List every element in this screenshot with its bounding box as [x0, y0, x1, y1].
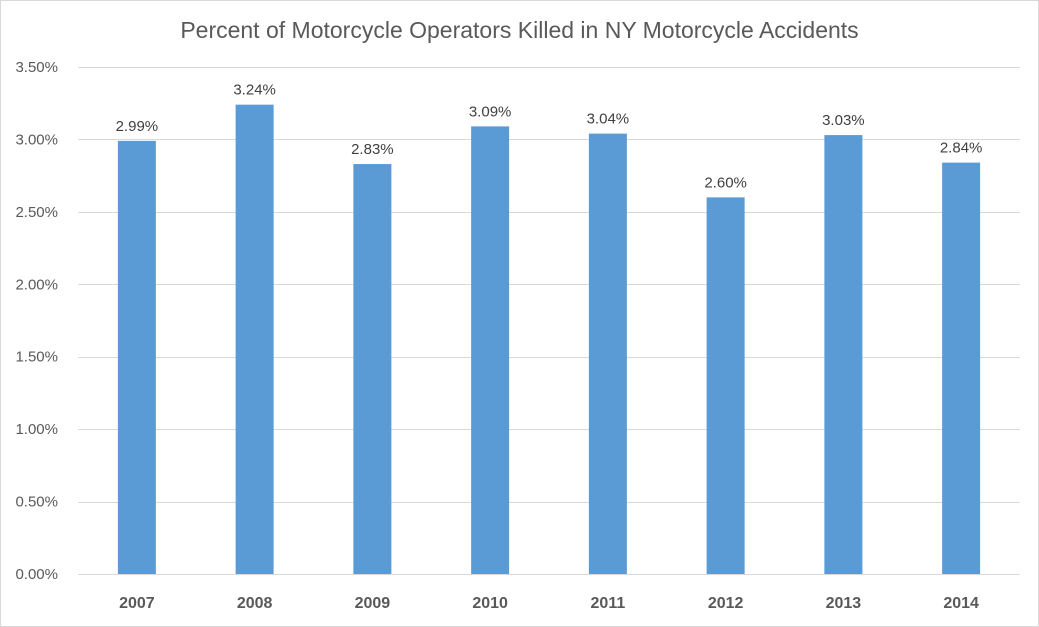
bar-2011 — [588, 133, 627, 575]
y-tick-label: 0.00% — [15, 566, 58, 583]
bar-2008 — [235, 104, 274, 575]
data-labels: 2.99% 3.24% 2.83% 3.09% 3.04% 2.60% 3.03% 2.84% — [116, 82, 983, 192]
bar-2012 — [706, 197, 745, 574]
y-tick-label: 3.00% — [15, 131, 58, 148]
data-label-2008: 3.24% — [233, 82, 276, 99]
bar-2010 — [471, 126, 510, 575]
y-tick-label: 2.50% — [15, 204, 58, 221]
data-label-2009: 2.83% — [351, 141, 394, 158]
x-category-label: 2009 — [355, 595, 391, 612]
x-category-label: 2008 — [237, 595, 273, 612]
x-category-label: 2010 — [472, 595, 508, 612]
data-label-2011: 3.04% — [587, 111, 630, 128]
x-axis-category-labels: 2007 2008 2009 2010 2011 2012 2013 2014 — [119, 595, 979, 612]
bars — [117, 104, 981, 575]
x-category-label: 2012 — [708, 595, 744, 612]
data-label-2007: 2.99% — [116, 118, 159, 135]
data-label-2014: 2.84% — [940, 140, 983, 157]
x-category-label: 2013 — [826, 595, 862, 612]
bar-2007 — [117, 140, 156, 574]
x-category-label: 2007 — [119, 595, 155, 612]
y-tick-label: 1.50% — [15, 349, 58, 366]
data-label-2010: 3.09% — [469, 103, 512, 120]
y-tick-label: 3.50% — [15, 59, 58, 76]
bar-2014 — [942, 162, 981, 574]
y-axis-tick-labels: 0.00% 0.50% 1.00% 1.50% 2.00% 2.50% 3.00% 3.50% — [15, 59, 58, 583]
x-category-label: 2011 — [591, 595, 626, 612]
data-label-2012: 2.60% — [704, 174, 747, 191]
bar-2013 — [824, 135, 863, 574]
y-tick-label: 0.50% — [15, 494, 58, 511]
bar-2009 — [353, 164, 392, 574]
x-category-label: 2014 — [943, 595, 979, 612]
chart-title: Percent of Motorcycle Operators Killed i… — [180, 17, 859, 43]
y-tick-label: 1.00% — [15, 421, 58, 438]
gridlines — [78, 67, 1020, 575]
data-label-2013: 3.03% — [822, 112, 865, 129]
y-tick-label: 2.00% — [15, 276, 58, 293]
